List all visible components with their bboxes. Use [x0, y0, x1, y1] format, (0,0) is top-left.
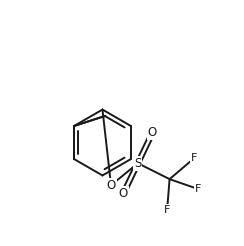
- Text: O: O: [119, 187, 128, 200]
- Text: O: O: [148, 126, 157, 139]
- Text: F: F: [164, 205, 170, 215]
- Text: O: O: [106, 179, 116, 192]
- Text: S: S: [134, 157, 142, 170]
- Text: F: F: [194, 184, 201, 194]
- Text: F: F: [191, 153, 197, 163]
